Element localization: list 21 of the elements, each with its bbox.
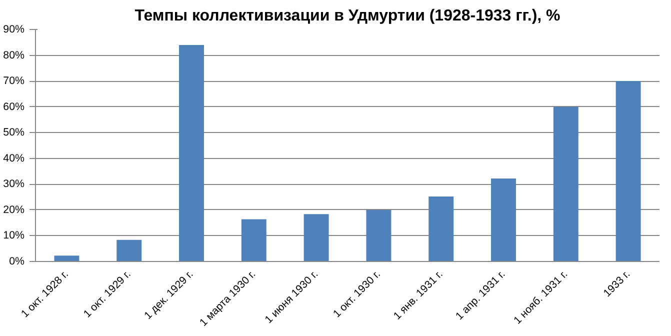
bar xyxy=(54,256,80,262)
y-tick-label: 40% xyxy=(3,152,26,164)
y-tick-label: 10% xyxy=(3,230,26,242)
bar xyxy=(116,240,142,262)
bar xyxy=(241,219,266,262)
y-tick-label: 90% xyxy=(3,24,26,36)
y-tick-label: 70% xyxy=(3,75,26,88)
y-tick-label: 20% xyxy=(3,204,26,216)
bar xyxy=(428,196,454,262)
y-tick-label: 50% xyxy=(3,126,26,139)
y-tick-label: 30% xyxy=(3,178,26,190)
chart-title: Темпы коллективизации в Удмуртии (1928-1933 гг.), % xyxy=(134,8,560,24)
bar xyxy=(491,178,516,262)
bar xyxy=(179,44,204,262)
y-tick-label: 80% xyxy=(3,49,26,62)
bar xyxy=(366,210,392,262)
bar xyxy=(616,81,641,262)
y-tick-label: 0% xyxy=(9,256,26,268)
bar xyxy=(553,106,578,262)
y-tick-label: 60% xyxy=(3,100,26,113)
bar xyxy=(304,214,329,262)
